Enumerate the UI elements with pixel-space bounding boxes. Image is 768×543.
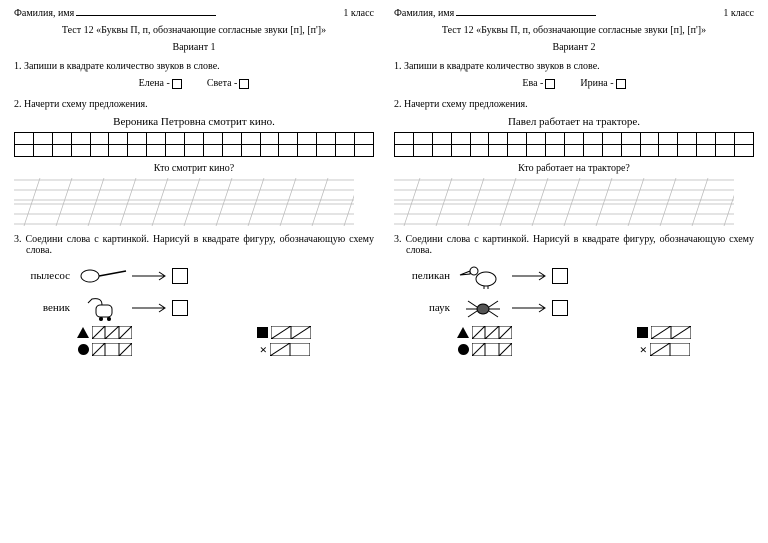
shape-box[interactable] (172, 300, 188, 316)
shape-key-row-2: × (14, 343, 374, 356)
vacuum-icon (78, 295, 128, 321)
arrow-icon (512, 300, 552, 316)
word-scheme (270, 343, 310, 356)
task-3: 3. Соедини слова с картинкой. Нарисуй в … (14, 234, 374, 256)
question: Кто работает на тракторе? (394, 163, 754, 174)
task-3: 3. Соедини слова с картинкой. Нарисуй в … (394, 234, 754, 256)
shape-key-row-1 (394, 326, 754, 339)
name-label: Фамилия, имя (394, 8, 596, 19)
class-label: 1 класс (343, 8, 374, 19)
writing-lines[interactable] (394, 178, 754, 226)
test-title: Тест 12 «Буквы П, п, обозначающие соглас… (394, 25, 754, 36)
count-box[interactable] (239, 79, 249, 89)
task-1: 1. Запиши в квадрате количество звуков в… (394, 61, 754, 72)
variant-label: Вариант 2 (394, 42, 754, 53)
header-line: Фамилия, имя 1 класс (14, 8, 374, 19)
word-scheme (92, 343, 132, 356)
task-1: 1. Запиши в квадрате количество звуков в… (14, 61, 374, 72)
shape-key-row-2: × (394, 343, 754, 356)
word-scheme (472, 326, 512, 339)
brush-icon (78, 263, 128, 289)
word-scheme (271, 326, 311, 339)
word-count-row: Елена - Света - (14, 78, 374, 89)
variant-2: Фамилия, имя 1 класс Тест 12 «Буквы П, п… (384, 8, 764, 535)
header-line: Фамилия, имя 1 класс (394, 8, 754, 19)
circle-icon (458, 344, 469, 355)
word-scheme (651, 326, 691, 339)
question: Кто смотрит кино? (14, 163, 374, 174)
square-icon (637, 327, 648, 338)
triangle-icon (457, 327, 469, 338)
writing-lines[interactable] (14, 178, 374, 226)
answer-grid[interactable] (14, 132, 374, 157)
cross-icon: × (260, 344, 267, 355)
match-row: веник (14, 294, 374, 322)
task-2: 2. Начерти схему предложения. (394, 99, 754, 110)
count-box[interactable] (172, 79, 182, 89)
test-title: Тест 12 «Буквы П, п, обозначающие соглас… (14, 25, 374, 36)
circle-icon (78, 344, 89, 355)
count-box[interactable] (545, 79, 555, 89)
pelican-icon (458, 263, 508, 289)
shape-box[interactable] (172, 268, 188, 284)
shape-key-row-1 (14, 326, 374, 339)
class-label: 1 класс (723, 8, 754, 19)
word-count-row: Ева - Ирина - (394, 78, 754, 89)
word-scheme (472, 343, 512, 356)
name-label: Фамилия, имя (14, 8, 216, 19)
sentence-1: Павел работает на тракторе. (394, 116, 754, 128)
arrow-icon (512, 268, 552, 284)
match-row: пеликан (394, 262, 754, 290)
count-box[interactable] (616, 79, 626, 89)
word-scheme (92, 326, 132, 339)
word-scheme (650, 343, 690, 356)
match-row: паук (394, 294, 754, 322)
cross-icon: × (640, 344, 647, 355)
task-2: 2. Начерти схему предложения. (14, 99, 374, 110)
arrow-icon (132, 268, 172, 284)
sentence-1: Вероника Петровна смотрит кино. (14, 116, 374, 128)
shape-box[interactable] (552, 268, 568, 284)
answer-grid[interactable] (394, 132, 754, 157)
triangle-icon (77, 327, 89, 338)
arrow-icon (132, 300, 172, 316)
square-icon (257, 327, 268, 338)
variant-label: Вариант 1 (14, 42, 374, 53)
variant-1: Фамилия, имя 1 класс Тест 12 «Буквы П, п… (4, 8, 384, 535)
shape-box[interactable] (552, 300, 568, 316)
spider-icon (458, 295, 508, 321)
match-row: пылесос (14, 262, 374, 290)
